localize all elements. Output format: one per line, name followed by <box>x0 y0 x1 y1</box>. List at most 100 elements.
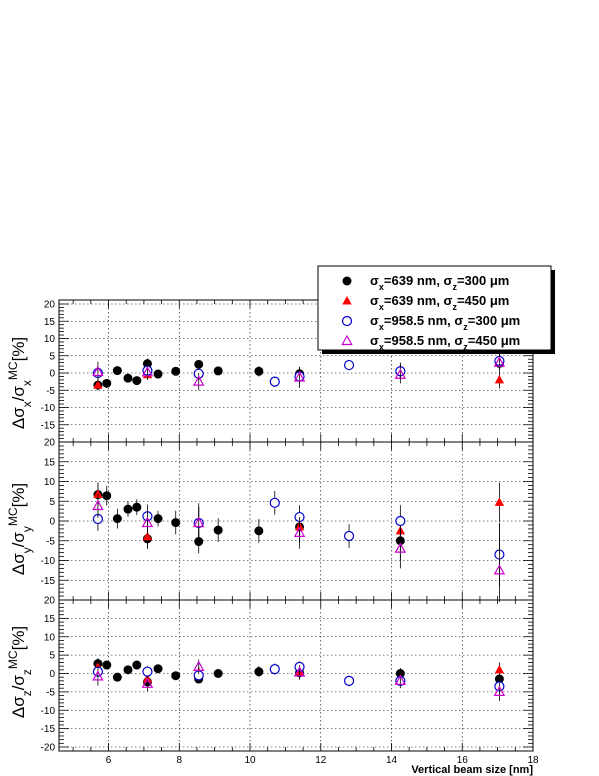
y-tick-label: -5 <box>46 687 55 698</box>
y-axis-label: Δσz/σzMC[%] <box>6 626 34 718</box>
y-tick-label: 5 <box>49 651 55 662</box>
y-axis-label: Δσx/σxMC[%] <box>6 337 34 429</box>
data-point <box>93 489 103 499</box>
x-axis-label: Vertical beam size [nm] <box>411 764 533 776</box>
data-point <box>153 514 163 524</box>
y-tick-label: -15 <box>41 576 56 587</box>
y-tick-label: 10 <box>44 632 56 643</box>
legend-label-a: σx=639 nm, σz=300 μm <box>370 273 509 292</box>
data-point <box>293 526 306 537</box>
data-point <box>254 667 264 677</box>
data-point <box>254 526 264 536</box>
y-tick-label: 15 <box>44 457 56 468</box>
panel-frame <box>58 599 534 752</box>
data-point <box>112 366 122 376</box>
series-d <box>92 494 506 602</box>
y-tick-label: 5 <box>49 351 55 362</box>
legend-label-c: σx=958.5 nm, σz=300 μm <box>370 313 520 332</box>
x-tick-label: 6 <box>106 755 112 766</box>
data-point <box>171 518 181 528</box>
data-point <box>112 672 122 682</box>
y-tick-label: 10 <box>44 477 56 488</box>
data-point <box>171 366 181 376</box>
legend-marker-c <box>341 315 353 327</box>
series-c <box>92 490 505 587</box>
data-point <box>343 359 355 371</box>
data-point <box>132 502 142 512</box>
y-tick-label: -10 <box>41 706 56 717</box>
y-tick-label: 5 <box>49 497 55 508</box>
y-tick-label: 0 <box>49 369 55 380</box>
data-point <box>102 378 112 388</box>
y-tick-label: 0 <box>49 669 55 680</box>
data-point <box>343 675 355 686</box>
y-tick-label: -10 <box>41 556 56 567</box>
data-point <box>92 499 104 511</box>
legend-label-b: σx=639 nm, σz=450 μm <box>370 293 509 312</box>
y-tick-label: 15 <box>44 317 56 328</box>
data-point <box>93 380 103 389</box>
data-point <box>102 491 112 501</box>
data-point <box>132 376 142 386</box>
data-point <box>142 359 152 369</box>
legend-marker-d <box>341 334 353 346</box>
data-point <box>153 664 163 674</box>
data-point <box>395 515 406 527</box>
data-point <box>123 504 133 514</box>
data-point <box>123 665 133 675</box>
data-point <box>141 677 154 688</box>
y-tick-label: 15 <box>44 614 56 625</box>
data-point <box>494 664 505 674</box>
data-point <box>394 368 407 379</box>
y-tick-label: -15 <box>41 724 56 735</box>
legend-marker-b <box>342 296 352 305</box>
data-point <box>269 376 280 387</box>
x-tick-label: 8 <box>176 755 182 766</box>
data-point <box>102 660 112 670</box>
data-point <box>141 366 154 377</box>
data-point <box>254 366 264 376</box>
data-point <box>293 666 306 677</box>
data-point <box>493 356 506 367</box>
y-tick-label: -15 <box>41 420 56 431</box>
data-point <box>293 371 306 382</box>
data-point <box>269 663 280 675</box>
data-point <box>153 369 163 379</box>
y-tick-label: 20 <box>44 438 56 449</box>
y-axis-label: Δσy/σyMC[%] <box>6 483 34 575</box>
data-point <box>194 359 204 369</box>
data-point <box>171 671 181 681</box>
panel-sy: 20 15 10 5 0 -5 -10 -15 Δσy/σyMC[%] <box>6 438 534 602</box>
data-point <box>141 516 154 528</box>
data-point <box>494 497 505 506</box>
data-point <box>193 660 205 671</box>
y-tick-label: 0 <box>49 517 55 528</box>
legend-marker-a <box>342 276 352 286</box>
data-point <box>494 374 505 384</box>
data-point <box>213 366 223 376</box>
legend-box <box>317 265 552 351</box>
series-d <box>92 659 506 702</box>
y-tick-label: -10 <box>41 403 56 414</box>
data-point <box>142 666 153 677</box>
data-point <box>193 516 205 528</box>
data-point <box>213 525 223 535</box>
data-point <box>112 514 122 524</box>
y-tick-label: 20 <box>44 300 56 311</box>
data-point <box>92 670 104 681</box>
panel-sz: 20 15 10 5 0 -5 -10 -15 -20 Δσz/σzMC[%] <box>6 596 534 754</box>
data-point <box>132 660 142 670</box>
series-a <box>93 482 504 587</box>
x-tick-label: 14 <box>386 755 398 766</box>
y-tick-label: 20 <box>44 596 56 607</box>
series-d <box>92 354 506 391</box>
legend-label-d: σx=958.5 nm, σz=450 μm <box>370 333 520 352</box>
data-point <box>123 373 133 383</box>
data-point <box>394 542 407 553</box>
y-tick-label: -5 <box>46 386 55 397</box>
x-tick-label: 16 <box>457 755 469 766</box>
y-tick-label: 10 <box>44 334 56 345</box>
data-point <box>213 669 223 678</box>
data-point <box>193 375 205 386</box>
